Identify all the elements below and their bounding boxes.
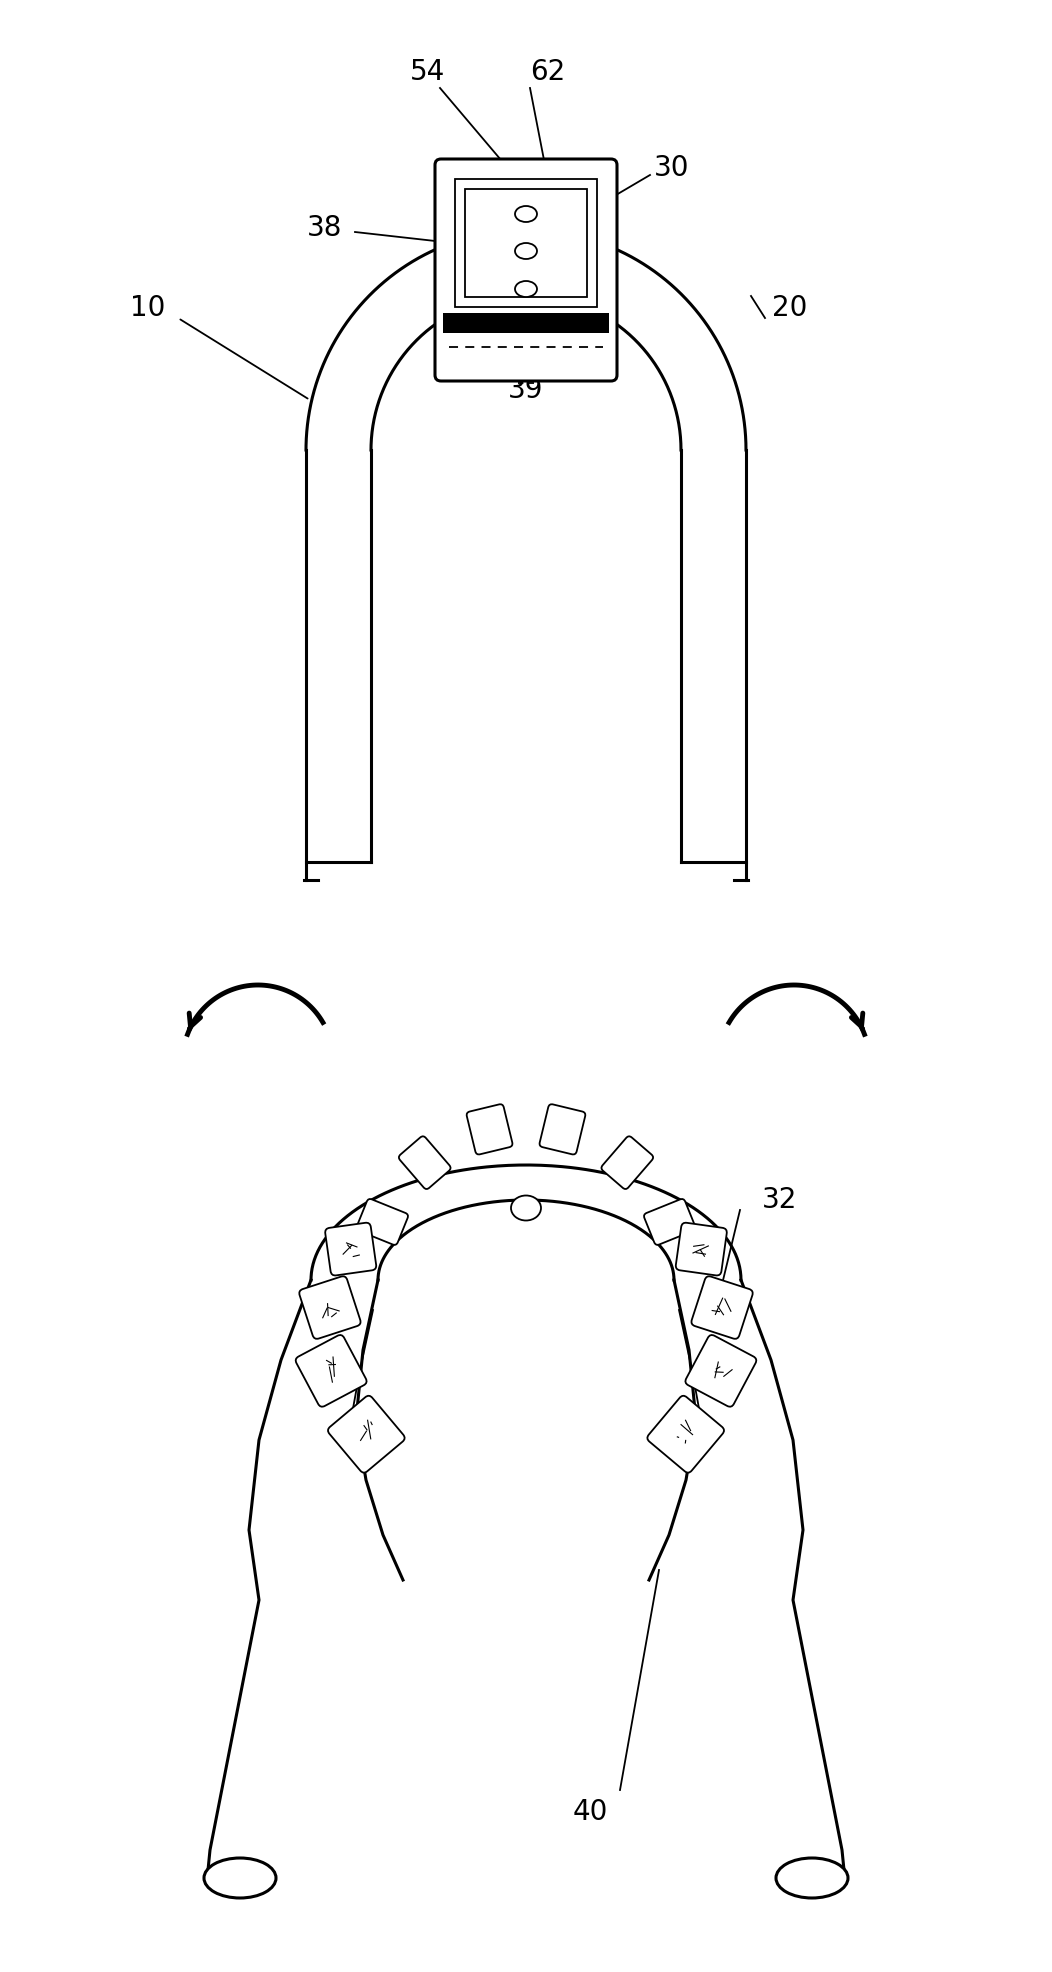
Text: 62: 62 <box>530 57 566 87</box>
FancyBboxPatch shape <box>686 1335 756 1406</box>
FancyBboxPatch shape <box>644 1199 695 1244</box>
Text: 32: 32 <box>762 1185 797 1215</box>
FancyBboxPatch shape <box>325 1223 377 1276</box>
Ellipse shape <box>776 1858 848 1897</box>
FancyBboxPatch shape <box>602 1136 653 1189</box>
FancyBboxPatch shape <box>399 1136 450 1189</box>
Text: 20: 20 <box>772 294 808 321</box>
FancyBboxPatch shape <box>357 1199 408 1244</box>
Ellipse shape <box>515 280 537 298</box>
Ellipse shape <box>511 1195 541 1221</box>
Text: 10: 10 <box>130 294 165 321</box>
Bar <box>456 179 596 308</box>
FancyBboxPatch shape <box>328 1396 405 1473</box>
Text: 38: 38 <box>307 215 343 243</box>
Text: 30: 30 <box>654 154 690 181</box>
FancyBboxPatch shape <box>296 1335 366 1406</box>
FancyBboxPatch shape <box>434 160 618 381</box>
Text: 54: 54 <box>410 57 446 87</box>
Text: 39: 39 <box>508 377 544 404</box>
Ellipse shape <box>204 1858 276 1897</box>
FancyBboxPatch shape <box>540 1104 585 1154</box>
FancyBboxPatch shape <box>467 1104 512 1154</box>
Text: 40: 40 <box>572 1798 608 1826</box>
Ellipse shape <box>515 243 537 258</box>
FancyBboxPatch shape <box>647 1396 724 1473</box>
Bar <box>443 314 609 333</box>
FancyBboxPatch shape <box>675 1223 727 1276</box>
FancyBboxPatch shape <box>299 1276 361 1339</box>
FancyBboxPatch shape <box>691 1276 753 1339</box>
Ellipse shape <box>515 205 537 223</box>
Bar <box>465 189 587 298</box>
